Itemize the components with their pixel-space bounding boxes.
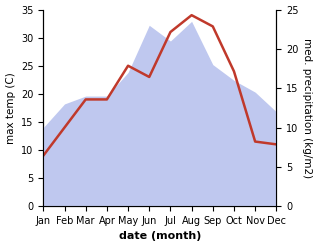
Y-axis label: max temp (C): max temp (C) [5, 72, 16, 144]
Y-axis label: med. precipitation (kg/m2): med. precipitation (kg/m2) [302, 38, 313, 178]
X-axis label: date (month): date (month) [119, 231, 201, 242]
